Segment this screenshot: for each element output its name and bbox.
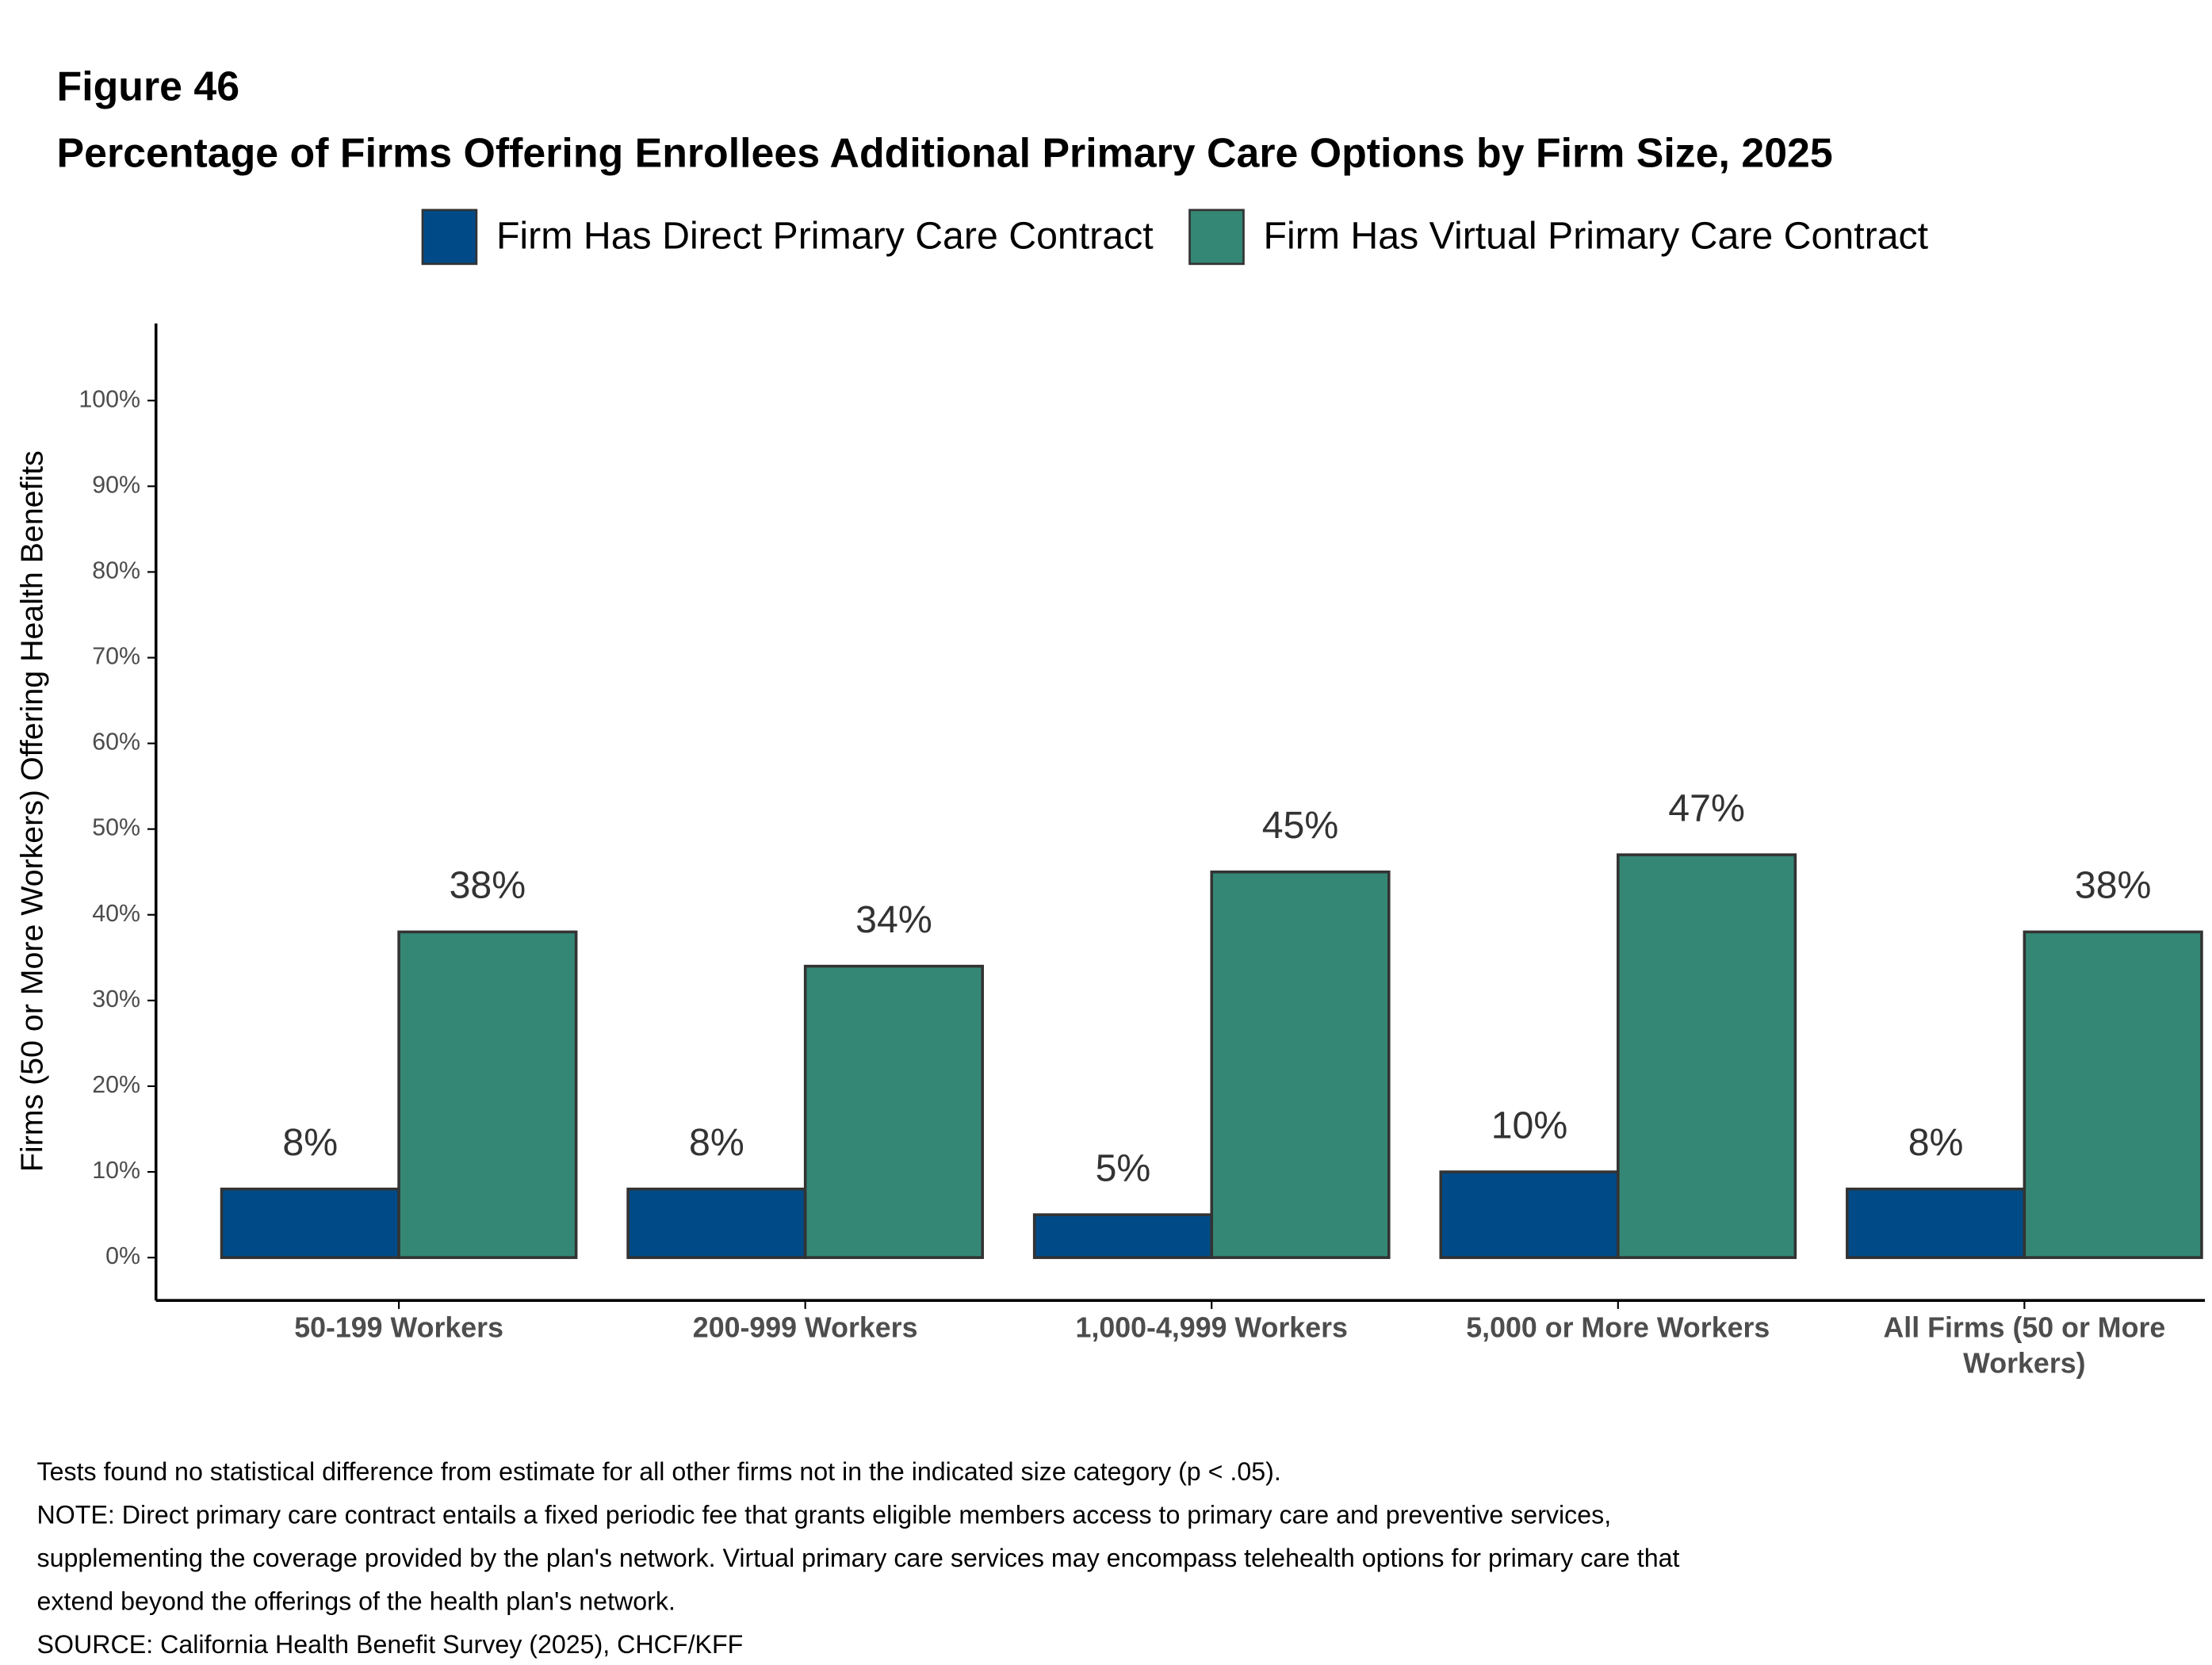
x-tick-label: 5,000 or More Workers: [1466, 1313, 1770, 1345]
legend-label: Firm Has Virtual Primary Care Contract: [1264, 214, 1929, 257]
bar: [626, 1187, 807, 1259]
bar: [1210, 870, 1391, 1259]
y-tick-label: 40%: [92, 900, 140, 927]
figure-label: Figure 46: [57, 63, 240, 109]
x-tick-label-box: 1,000-4,999 Workers: [1075, 1313, 1348, 1345]
legend-swatch: [421, 209, 478, 266]
bar: [220, 1187, 400, 1259]
y-tick-label: 70%: [92, 643, 140, 670]
y-tick-label: 10%: [92, 1157, 140, 1184]
bar: [803, 964, 985, 1259]
note: extend beyond the offerings of the healt…: [37, 1587, 675, 1616]
y-tick-label: 60%: [92, 729, 140, 756]
x-tick-label: 50-199 Workers: [294, 1313, 503, 1345]
x-tick-label-box: All Firms (50 or More Workers): [1883, 1313, 2166, 1380]
value-label: 10%: [1491, 1104, 1568, 1146]
y-tick-label: 90%: [92, 471, 140, 498]
bar: [1032, 1213, 1214, 1259]
value-label: 8%: [1908, 1121, 1964, 1164]
value-label: 45%: [1262, 804, 1339, 847]
bar: [397, 930, 578, 1259]
y-tick-label: 0%: [105, 1242, 140, 1269]
y-tick-label: 100%: [78, 385, 140, 412]
value-label: 38%: [2075, 864, 2152, 907]
x-tick-label-box: 50-199 Workers: [294, 1313, 503, 1345]
x-tick-label-box: 5,000 or More Workers: [1466, 1313, 1770, 1345]
bar: [2023, 930, 2203, 1259]
value-label: 38%: [450, 864, 526, 907]
value-label: 8%: [689, 1121, 744, 1164]
y-tick-label: 30%: [92, 986, 140, 1012]
note: SOURCE: California Health Benefit Survey…: [37, 1630, 744, 1659]
y-axis-title: Firms (50 or More Workers) Offering Heal…: [14, 450, 49, 1172]
bar: [1617, 853, 1797, 1259]
x-tick-label: 200-999 Workers: [692, 1313, 918, 1345]
value-label: 5%: [1096, 1146, 1151, 1189]
legend-label: Firm Has Direct Primary Care Contract: [496, 214, 1154, 257]
x-tick-label-box: 200-999 Workers: [692, 1313, 918, 1345]
value-label: 47%: [1668, 787, 1745, 829]
y-tick-label: 20%: [92, 1071, 140, 1098]
note: Tests found no statistical difference fr…: [37, 1457, 1281, 1486]
chart-title: Percentage of Firms Offering Enrollees A…: [57, 130, 1833, 176]
x-tick-label: 1,000-4,999 Workers: [1075, 1313, 1348, 1345]
note: NOTE: Direct primary care contract entai…: [37, 1500, 1612, 1529]
value-label: 8%: [282, 1121, 338, 1164]
bar: [1439, 1170, 1620, 1259]
legend-swatch: [1188, 209, 1245, 266]
value-label: 34%: [855, 898, 932, 941]
y-tick-label: 80%: [92, 557, 140, 584]
bar: [1846, 1187, 2026, 1259]
y-tick-label: 50%: [92, 814, 140, 841]
note: supplementing the coverage provided by t…: [37, 1544, 1680, 1572]
x-tick-label: All Firms (50 or More Workers): [1883, 1313, 2166, 1380]
